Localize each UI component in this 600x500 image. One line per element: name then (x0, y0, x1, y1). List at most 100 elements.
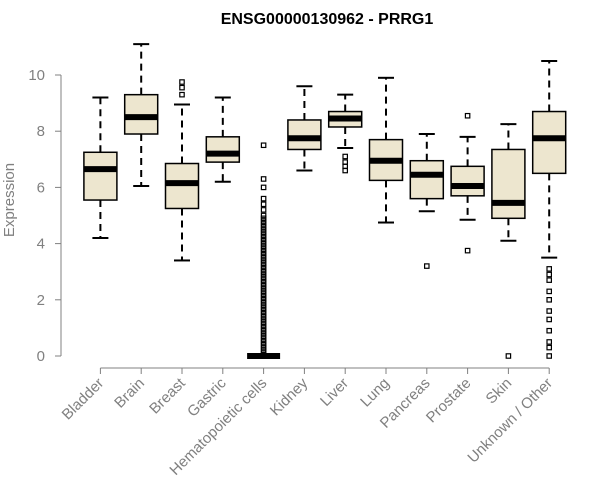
box-breast (164, 79, 200, 262)
box-unknown-other (531, 59, 567, 359)
outlier-point (260, 333, 267, 340)
outlier-point (260, 330, 267, 337)
outlier-point (260, 142, 267, 149)
outlier-point (260, 327, 267, 334)
outlier-point (260, 288, 267, 295)
box-prostate (450, 112, 485, 254)
box-skin (491, 123, 526, 359)
outlier-point (260, 282, 267, 289)
y-tick-label: 2 (37, 292, 45, 309)
outlier-point (260, 229, 267, 236)
boxes-layer (83, 43, 567, 359)
outlier-point (260, 212, 267, 219)
outlier-point (179, 91, 185, 98)
box-iqr (205, 136, 241, 163)
outlier-point (260, 221, 267, 227)
outlier-point (260, 266, 267, 272)
outlier-point (260, 325, 267, 331)
outlier-point (260, 246, 267, 253)
outlier-point (179, 84, 185, 91)
x-category-label: Lung (357, 375, 393, 411)
outlier-point (546, 308, 553, 314)
outlier-point (260, 280, 267, 286)
outlier-point (260, 291, 267, 297)
outlier-point (260, 277, 267, 283)
outlier-point (546, 339, 553, 345)
box-iqr (491, 148, 526, 220)
box-bladder (83, 96, 118, 239)
outlier-point (260, 201, 267, 208)
outlier-point (546, 277, 553, 283)
box-pancreas (409, 133, 445, 269)
outlier-point (260, 215, 267, 222)
outlier-point (342, 153, 349, 160)
outlier-point (260, 263, 267, 269)
outlier-point (260, 302, 267, 309)
outlier-point (260, 350, 267, 356)
outlier-point (546, 327, 553, 334)
outlier-point (260, 322, 267, 328)
box-iqr (450, 165, 485, 197)
outlier-point (546, 353, 553, 359)
x-category-label: Bladder (59, 375, 108, 424)
outlier-point (260, 226, 267, 233)
outlier-point (260, 347, 267, 354)
box-hematopoietic-cells (247, 142, 281, 359)
x-category-label: Brain (111, 375, 148, 412)
box-lung (368, 76, 404, 224)
outlier-point (260, 252, 267, 258)
box-iqr (83, 151, 118, 201)
y-axis-title: Expression (1, 163, 18, 237)
y-tick-label: 8 (37, 123, 45, 140)
outlier-point (505, 353, 512, 359)
outlier-point (260, 207, 267, 213)
outlier-point (546, 288, 553, 295)
outlier-point (260, 297, 267, 303)
outlier-point (546, 344, 553, 351)
outlier-point (260, 299, 267, 306)
outlier-point (260, 271, 267, 278)
outlier-point (260, 339, 267, 345)
y-tick-label: 6 (37, 179, 45, 196)
box-iqr (287, 119, 322, 151)
outlier-point (260, 240, 267, 247)
outlier-point (546, 316, 553, 323)
outlier-point (260, 319, 267, 326)
outlier-point (260, 237, 267, 244)
box-iqr (531, 110, 567, 175)
outlier-point (260, 176, 267, 182)
outlier-point (260, 285, 267, 292)
outlier-point (260, 235, 267, 241)
outlier-point (260, 184, 267, 191)
outlier-point (260, 249, 267, 255)
outlier-point (260, 254, 267, 261)
outlier-point (260, 308, 267, 314)
outlier-point (260, 274, 267, 281)
box-liver (327, 93, 363, 174)
outlier-point (546, 266, 553, 272)
outlier-point (260, 268, 267, 275)
outlier-point (464, 247, 471, 254)
outlier-point (260, 232, 267, 238)
outlier-point (464, 112, 471, 119)
y-axis: 0 2 4 6 8 10 (28, 67, 62, 365)
outlier-point (260, 243, 267, 250)
box-gastric (205, 96, 241, 183)
x-category-label: Liver (317, 375, 352, 410)
outlier-point (546, 297, 553, 303)
y-tick-label: 4 (37, 236, 45, 253)
outlier-point (260, 195, 267, 202)
box-kidney (287, 85, 322, 172)
outlier-point (260, 260, 267, 267)
outlier-point (260, 305, 267, 312)
box-iqr (409, 159, 445, 200)
outlier-point (260, 341, 267, 348)
x-category-label: Skin (483, 375, 516, 408)
outlier-point (260, 311, 267, 317)
outlier-point (260, 223, 267, 230)
chart-title: ENSG00000130962 - PRRG1 (221, 11, 434, 28)
outlier-point (179, 79, 185, 85)
outlier-point (260, 344, 267, 351)
